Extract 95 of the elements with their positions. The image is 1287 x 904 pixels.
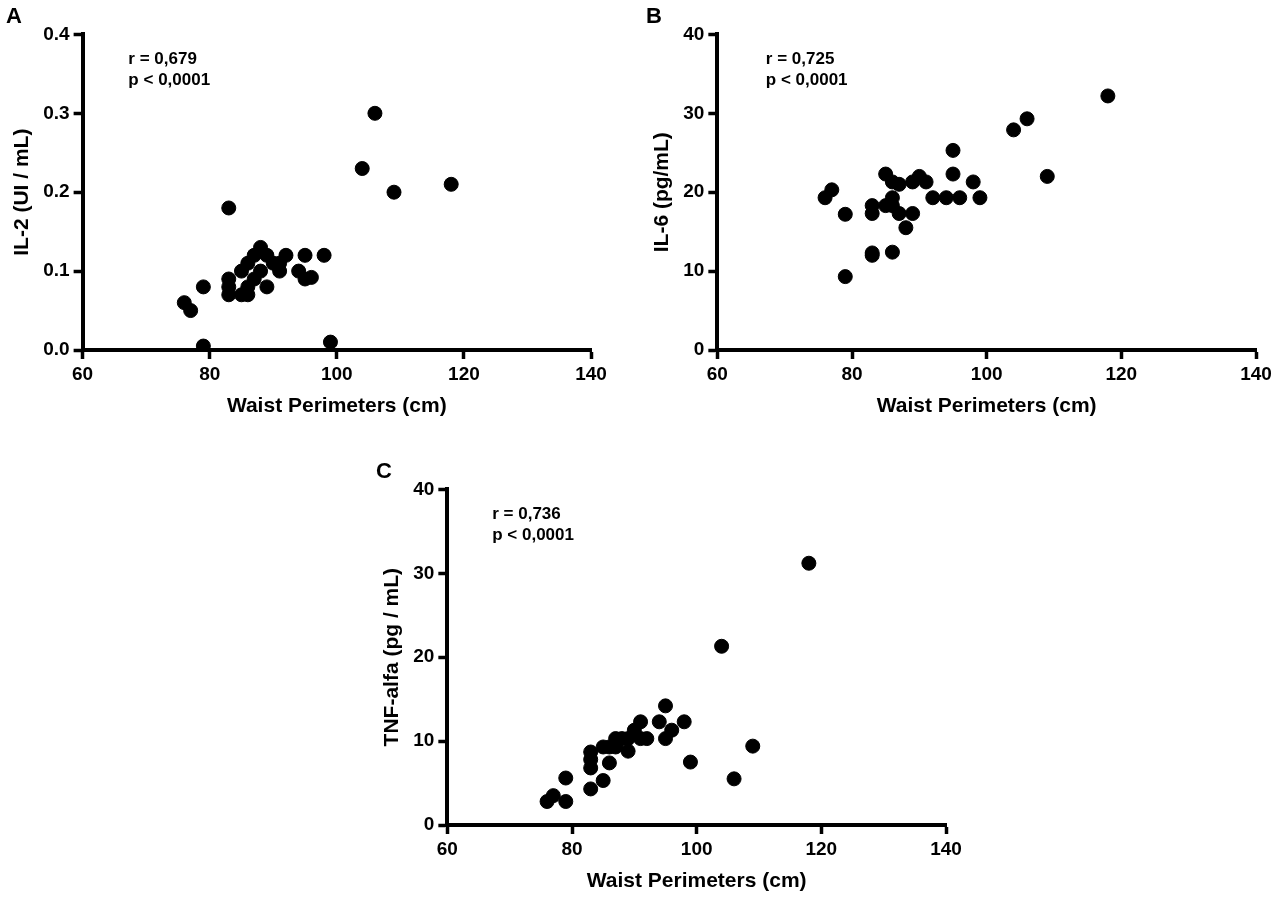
y-tick-label: 20 — [683, 180, 705, 202]
point — [595, 773, 611, 789]
point — [837, 206, 853, 222]
y-tick-label: 0 — [693, 338, 705, 360]
y-axis-title: TNF-alfa (pg / mL) — [379, 567, 403, 747]
point — [558, 794, 574, 810]
point — [952, 190, 968, 206]
point — [801, 555, 817, 571]
point — [1019, 111, 1035, 127]
x-tick-label: 60 — [72, 362, 94, 384]
point — [945, 166, 961, 182]
x-tick-label: 120 — [805, 837, 838, 859]
point — [925, 190, 941, 206]
point — [322, 334, 338, 350]
point — [367, 105, 383, 121]
y-axis-title: IL-2 (UI / mL) — [9, 128, 33, 256]
y-tick-label: 0 — [423, 813, 435, 835]
point — [354, 161, 370, 177]
point — [682, 754, 698, 770]
x-tick-label: 80 — [841, 362, 863, 384]
point — [898, 220, 914, 236]
x-tick-label: 120 — [1105, 362, 1138, 384]
x-tick-label: 100 — [680, 837, 713, 859]
x-tick-label: 140 — [930, 837, 962, 859]
x-tick-label: 120 — [448, 362, 480, 384]
point — [620, 743, 636, 759]
point — [891, 176, 907, 192]
x-tick-label: 60 — [706, 362, 728, 384]
y-tick-label: 40 — [683, 22, 705, 44]
point — [824, 182, 840, 198]
point — [676, 714, 692, 730]
x-tick-label: 140 — [575, 362, 607, 384]
point — [658, 698, 673, 714]
point — [938, 190, 954, 206]
point — [1100, 88, 1116, 104]
point — [259, 279, 275, 295]
point — [905, 206, 921, 221]
y-tick-label: 0.1 — [43, 259, 71, 281]
chart-title: A — [6, 3, 22, 29]
annotation: p < 0,0001 — [765, 69, 848, 89]
point — [278, 247, 294, 263]
annotation: p < 0,0001 — [128, 69, 211, 89]
point — [316, 247, 332, 263]
y-tick-label: 0.4 — [43, 22, 71, 44]
point — [221, 200, 237, 216]
y-tick-label: 10 — [413, 729, 435, 751]
y-tick-label: 0.0 — [43, 338, 70, 360]
y-tick-label: 0.3 — [43, 101, 70, 123]
x-tick-label: 100 — [970, 362, 1003, 384]
point — [558, 770, 574, 786]
point — [601, 755, 617, 771]
point — [253, 263, 269, 279]
point — [386, 184, 402, 200]
annotation: r = 0,679 — [128, 48, 197, 68]
point — [972, 190, 988, 206]
annotation: r = 0,725 — [765, 48, 835, 68]
y-tick-label: 10 — [683, 259, 705, 281]
y-axis-title: IL-6 (pg/mL) — [649, 132, 673, 253]
point — [664, 722, 680, 738]
point — [884, 244, 900, 260]
annotation: p < 0,0001 — [492, 524, 574, 544]
y-tick-label: 40 — [413, 477, 435, 499]
point — [545, 788, 561, 804]
x-tick-label: 140 — [1240, 362, 1272, 384]
point — [1006, 122, 1022, 138]
chart-title: B — [646, 3, 662, 29]
point — [443, 176, 459, 192]
point — [945, 142, 961, 158]
point — [183, 303, 199, 319]
point — [195, 279, 211, 295]
x-tick-label: 60 — [436, 837, 458, 859]
point — [297, 247, 313, 263]
point — [745, 738, 761, 754]
point — [714, 638, 730, 654]
point — [891, 206, 907, 221]
annotation: r = 0,736 — [492, 503, 561, 523]
chart-title: C — [376, 458, 392, 484]
x-axis-title: Waist Perimeters (cm) — [586, 868, 807, 892]
y-tick-label: 30 — [683, 101, 705, 123]
x-tick-label: 80 — [199, 362, 221, 384]
x-tick-label: 100 — [320, 362, 353, 384]
x-axis-title: Waist Perimeters (cm) — [226, 393, 447, 417]
point — [633, 714, 649, 730]
y-tick-label: 0.2 — [43, 180, 70, 202]
point — [726, 771, 742, 787]
x-tick-label: 80 — [561, 837, 583, 859]
point — [583, 781, 599, 797]
x-axis-title: Waist Perimeters (cm) — [876, 393, 1097, 417]
point — [651, 714, 667, 730]
point — [918, 174, 934, 190]
y-tick-label: 20 — [413, 645, 435, 667]
y-tick-label: 30 — [413, 561, 435, 583]
point — [965, 174, 981, 190]
point — [837, 269, 853, 285]
point — [1039, 168, 1055, 184]
